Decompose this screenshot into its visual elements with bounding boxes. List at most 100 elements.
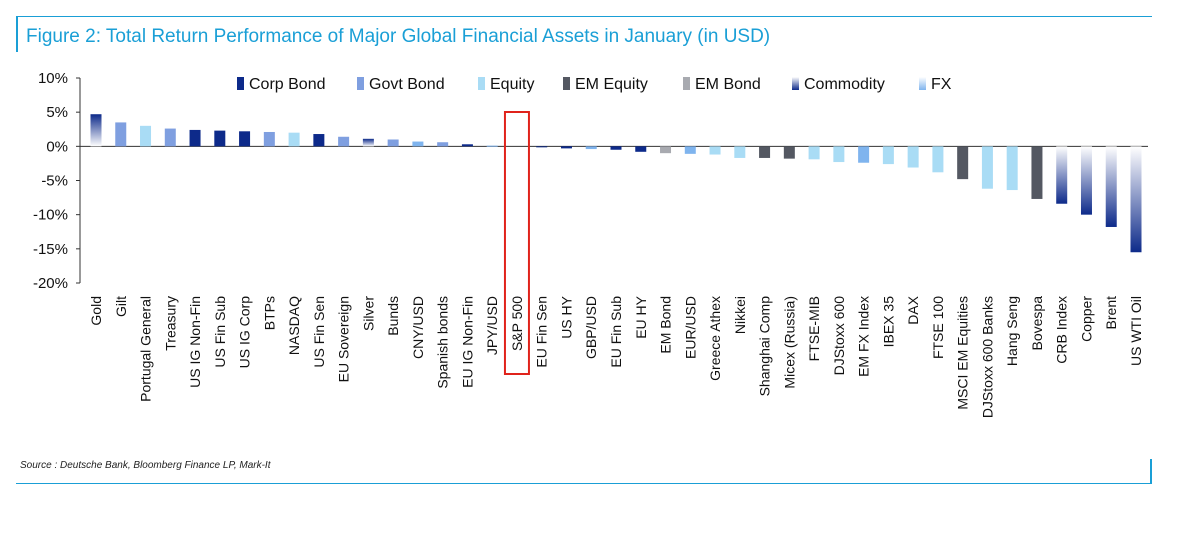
x-tick-label: DJStoxx 600: [831, 296, 847, 376]
bar: [437, 142, 449, 147]
bar-chart: 10% 5% 0% -5% -10% -15% -20% Gold Gilt Portugal …: [33, 70, 1148, 418]
x-tick-label: EU HY: [633, 295, 649, 338]
bar: [189, 129, 201, 147]
bar: [214, 130, 226, 147]
x-tick-label: Portugal General: [138, 296, 154, 402]
legend-label: Equity: [490, 76, 534, 93]
bar: [981, 146, 993, 189]
x-tick-label: EM FX Index: [856, 296, 872, 377]
x-tick-label: Bunds: [385, 296, 401, 336]
y-tick-label: -20%: [33, 275, 68, 292]
y-tick-label: -15%: [33, 241, 68, 258]
x-tick-label: Copper: [1078, 296, 1094, 342]
x-tick-label: EU Fin Sub: [608, 296, 624, 368]
bar: [461, 144, 473, 147]
bar: [783, 146, 795, 159]
x-tick-label: FTSE 100: [930, 296, 946, 359]
legend-swatch: [237, 77, 244, 90]
legend-label: EM Bond: [695, 76, 761, 93]
highlight-box: [503, 111, 530, 375]
bar: [1130, 146, 1142, 253]
x-tick-label: US IG Non-Fin: [187, 296, 203, 388]
x-tick-label: Brent: [1103, 296, 1119, 330]
legend-swatch: [478, 77, 485, 90]
bar: [709, 146, 721, 155]
bar: [313, 134, 325, 147]
x-tick-label: Gold: [88, 296, 104, 326]
x-tick-label: CRB Index: [1054, 296, 1070, 364]
bar: [1105, 146, 1117, 227]
bar: [882, 146, 894, 165]
bar: [759, 146, 771, 158]
source-note: Source : Deutsche Bank, Bloomberg Financ…: [20, 460, 271, 471]
y-tick-label: 10%: [38, 70, 68, 87]
bar: [1006, 146, 1018, 191]
x-tick-label: US WTI Oil: [1128, 296, 1144, 366]
x-tick-label: Hang Seng: [1004, 296, 1020, 366]
legend-label: FX: [931, 76, 952, 93]
x-tick-label: S&P 500: [509, 296, 525, 351]
x-tick-label: CNY/USD: [410, 296, 426, 359]
bar: [412, 141, 424, 147]
x-tick-label: US Fin Sen: [311, 296, 327, 368]
legend: Corp Bond Govt Bond Equity EM Equity EM Bond…: [237, 76, 952, 93]
legend-swatch: [919, 77, 926, 90]
x-tick-label: IBEX 35: [880, 296, 896, 348]
legend-label: Govt Bond: [369, 76, 445, 93]
bar: [1056, 146, 1068, 204]
x-tick-label: NASDAQ: [286, 296, 302, 355]
bar: [140, 125, 152, 147]
x-tick-label: Gilt: [113, 296, 129, 317]
bar: [115, 122, 127, 147]
x-tick-label: Shanghai Comp: [757, 296, 773, 397]
bar: [338, 136, 350, 147]
x-tick-label: GBP/USD: [583, 296, 599, 359]
bar: [239, 131, 251, 147]
bar: [486, 145, 498, 147]
legend-label: EM Equity: [575, 76, 648, 93]
bar: [536, 146, 548, 148]
legend-swatch: [563, 77, 570, 90]
x-tick-label: EU Fin Sen: [534, 296, 550, 368]
x-tick-label: Micex (Russia): [781, 296, 797, 389]
bar: [362, 138, 374, 147]
x-tick-label: Spanish bonds: [435, 296, 451, 389]
figure-title: Figure 2: Total Return Performance of Ma…: [26, 26, 771, 47]
x-tick-label: Nikkei: [732, 296, 748, 334]
legend-label: Corp Bond: [249, 76, 326, 93]
frame-bottom-rule: [16, 483, 1152, 484]
x-tick-label: BTPs: [261, 296, 277, 330]
y-tick-label: 0%: [46, 138, 68, 155]
x-tick-label: JPY/USD: [484, 296, 500, 355]
x-tick-label: EU IG Non-Fin: [459, 296, 475, 388]
x-tick-label: MSCI EM Equities: [955, 296, 971, 410]
bars-group: [90, 114, 1142, 253]
bar: [684, 146, 696, 154]
bar: [90, 114, 102, 147]
frame-top-rule: [16, 16, 1152, 17]
bar: [387, 139, 399, 147]
x-axis-labels: Gold Gilt Portugal General Treasury US IG No…: [88, 295, 1144, 418]
bar: [1080, 146, 1092, 215]
bar: [1031, 146, 1043, 199]
bar: [734, 146, 746, 158]
highlight-group: [503, 111, 530, 375]
bar: [635, 146, 647, 152]
legend-swatch: [792, 77, 799, 90]
y-tick-label: -5%: [41, 173, 68, 190]
x-tick-label: US Fin Sub: [212, 296, 228, 368]
bar: [833, 146, 845, 163]
legend-swatch: [357, 77, 364, 90]
x-tick-label: Bovespa: [1029, 296, 1045, 351]
x-tick-label: Treasury: [162, 296, 178, 351]
legend-swatch: [683, 77, 690, 90]
x-tick-label: EUR/USD: [682, 296, 698, 359]
x-tick-label: EM Bond: [658, 296, 674, 354]
bar: [907, 146, 919, 168]
y-tick-label: 5%: [46, 104, 68, 121]
x-tick-label: US HY: [558, 295, 574, 338]
bar: [858, 146, 870, 163]
bar: [263, 131, 275, 147]
x-tick-label: Greece Athex: [707, 296, 723, 381]
bar: [610, 146, 622, 150]
